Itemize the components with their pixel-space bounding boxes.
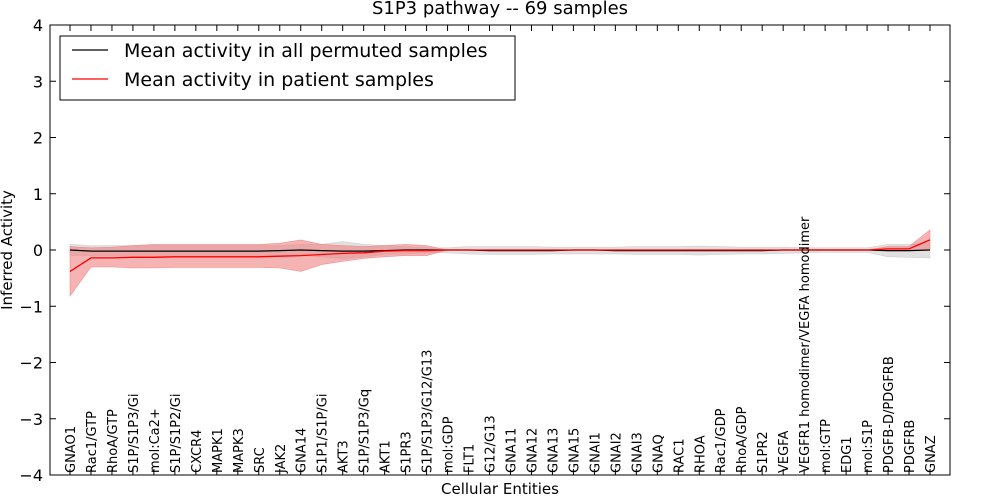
y-tick-label: −1: [19, 297, 43, 316]
x-tick-label: S1PR2: [756, 431, 771, 473]
x-tick-label: GNA15: [567, 428, 582, 473]
legend: Mean activity in all permuted samples Me…: [59, 35, 516, 101]
x-tick-label: mol:GDP: [442, 416, 457, 473]
x-tick-label: PDGFB-D/PDGFRB: [882, 356, 897, 473]
x-tick-label: mol:GTP: [819, 419, 834, 473]
x-tick-label: GNAZ: [924, 435, 939, 473]
x-tick-label: MAPK1: [211, 428, 226, 473]
x-tick-label: GNA12: [526, 428, 541, 473]
line-patient: [69, 239, 931, 272]
y-tick-label: 0: [33, 241, 43, 260]
x-tick-label: S1PR3: [400, 431, 415, 473]
x-tick-label: GNA14: [295, 428, 310, 473]
x-tick-label: RAC1: [672, 438, 687, 473]
x-tick-label: SRC: [253, 447, 268, 473]
chart-title: S1P3 pathway -- 69 samples: [372, 0, 628, 19]
x-tick-label: RHOA: [693, 435, 708, 473]
y-tick-label: 4: [33, 16, 43, 35]
x-tick-label: GNA11: [505, 428, 520, 473]
x-tick-label: mol:S1P: [861, 420, 876, 473]
x-tick-label: S1P1/S1P/Gi: [316, 394, 331, 473]
x-tick-label: PDGFRB: [903, 420, 918, 473]
y-axis: −4 −3 −2 −1 0 1 2 3 4: [19, 16, 950, 485]
series-lines: [69, 239, 931, 272]
x-tick-label: RhoA/GTP: [106, 409, 121, 473]
x-tick-label: JAK2: [274, 444, 289, 474]
x-tick-label: GNAI3: [630, 432, 645, 473]
x-tick-label: S1P/S1P2/Gi: [169, 394, 184, 473]
x-tick-label: Rac1/GTP: [85, 411, 100, 473]
x-axis: GNAO1 Rac1/GTP RhoA/GTP S1P/S1P3/Gi mol:Ca2+…: [64, 25, 939, 475]
x-tick-label: mol:Ca2+: [148, 408, 163, 473]
y-tick-label: −4: [19, 466, 43, 485]
legend-box: [59, 35, 516, 101]
x-tick-label: VEGFR1 homodimer/VEGFA homodimer: [798, 216, 813, 473]
x-tick-label: S1P/S1P3/Gi: [127, 394, 142, 473]
x-tick-label: GNA13: [546, 428, 561, 473]
x-tick-label: AKT1: [379, 440, 394, 473]
x-tick-label: S1P/S1P3/G12/G13: [421, 350, 436, 473]
legend-label-patient: Mean activity in patient samples: [124, 69, 434, 91]
x-tick-label: G12/G13: [484, 415, 499, 473]
x-tick-label: GNAO1: [64, 426, 79, 473]
y-tick-label: 2: [33, 129, 43, 148]
x-tick-label: GNAQ: [651, 434, 666, 473]
y-axis-label: Inferred Activity: [0, 190, 16, 310]
x-tick-label: AKT3: [337, 440, 352, 473]
x-tick-label: RhoA/GDP: [735, 406, 750, 473]
x-tick-label: FLT1: [463, 444, 478, 473]
x-tick-label: CXCR4: [190, 430, 205, 473]
x-tick-label: S1P/S1P3/Gq: [358, 389, 373, 473]
y-tick-label: −3: [19, 410, 43, 429]
legend-label-permuted: Mean activity in all permuted samples: [124, 40, 487, 62]
x-tick-label: GNAI1: [588, 432, 603, 473]
x-tick-label: EDG1: [840, 436, 855, 473]
y-tick-label: 1: [33, 185, 43, 204]
y-tick-label: −2: [19, 354, 43, 373]
x-tick-label: VEGFA: [777, 431, 792, 473]
x-tick-label: GNAI2: [609, 432, 624, 473]
x-axis-label: Cellular Entities: [441, 480, 559, 498]
y-tick-label: 3: [33, 72, 43, 91]
x-tick-label: Rac1/GDP: [714, 408, 729, 473]
x-tick-label: MAPK3: [232, 428, 247, 473]
